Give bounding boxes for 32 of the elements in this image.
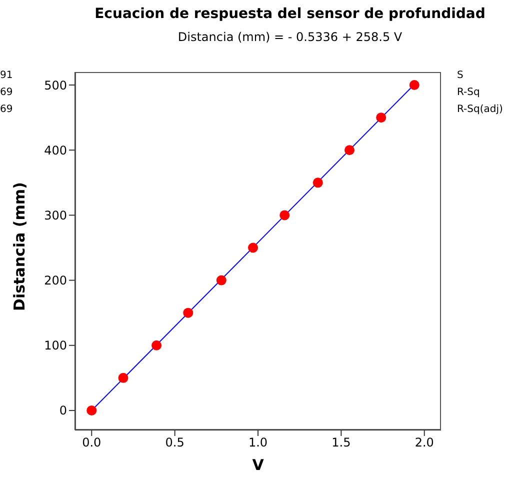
y-tick-label: 400 — [44, 143, 67, 158]
x-tick-label: 0.0 — [82, 436, 102, 450]
x-tick-label: 1.5 — [332, 436, 351, 450]
x-tick-label: 0.5 — [165, 436, 184, 450]
point — [344, 145, 354, 156]
x-axis-title: V — [252, 456, 264, 474]
text: R-Sq(adj) — [457, 104, 503, 115]
text: S — [457, 70, 464, 81]
point — [280, 210, 290, 220]
x-tick-label: 2.0 — [414, 436, 434, 450]
point — [376, 112, 386, 123]
point — [248, 242, 258, 253]
y-tick-label: 500 — [44, 78, 67, 92]
text: 69 — [0, 87, 13, 98]
text: R-Sq — [457, 87, 480, 98]
point — [216, 275, 226, 286]
point — [118, 372, 128, 383]
chart-title: Ecuacion de respuesta del sensor de profundidad — [94, 6, 486, 22]
point — [409, 80, 420, 90]
y-tick-label: 0 — [59, 404, 67, 418]
y-axis-title: Distancia (mm) — [10, 182, 28, 311]
chart-subtitle: Distancia (mm) = - 0.5336 + 258.5 V — [176, 30, 404, 44]
point — [183, 308, 194, 318]
point — [312, 178, 323, 188]
text: 69 — [0, 104, 13, 115]
point — [152, 340, 162, 350]
x-tick-label: 1.0 — [248, 436, 268, 450]
text: 91 — [0, 70, 13, 81]
y-tick-label: 100 — [44, 338, 67, 353]
y-tick-label: 300 — [44, 208, 67, 222]
y-tick-label: 200 — [44, 274, 67, 288]
point — [86, 405, 97, 416]
